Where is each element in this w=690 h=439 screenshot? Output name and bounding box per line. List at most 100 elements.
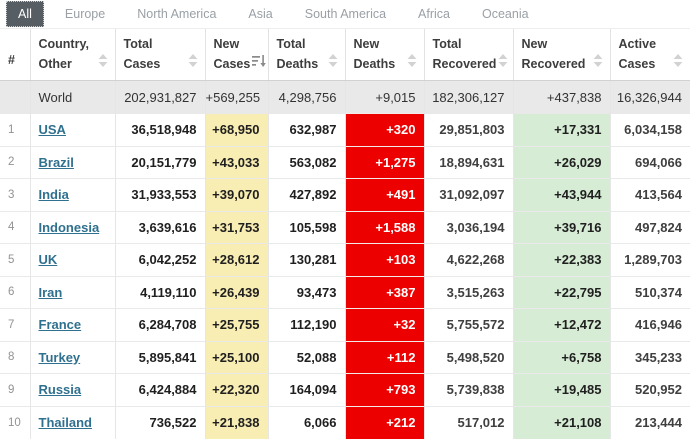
column-header-new-cases[interactable]: New Cases bbox=[204, 28, 268, 81]
country-link[interactable]: France bbox=[38, 317, 82, 333]
total-deaths-value: 52,088 bbox=[296, 349, 337, 365]
cell-active-cases: 345,233 bbox=[609, 340, 690, 374]
cell-new-cases: +25,100 bbox=[204, 340, 268, 374]
new-cases-value: +22,320 bbox=[212, 382, 260, 398]
new-cases-value: +39,070 bbox=[212, 187, 260, 203]
column-header-new-deaths[interactable]: New Deaths bbox=[344, 28, 424, 81]
cell-total-recovered: 5,755,572 bbox=[423, 308, 513, 341]
tab-oceania[interactable]: Oceania bbox=[482, 7, 529, 21]
cell-total-cases: 4,119,110 bbox=[114, 275, 205, 309]
new-recovered-value: +437,838 bbox=[546, 89, 602, 105]
column-header-total-recovered[interactable]: Total Recovered bbox=[423, 28, 513, 81]
cell-new-cases: +25,755 bbox=[204, 308, 268, 341]
cell-new-deaths: +9,015 bbox=[344, 80, 424, 114]
country-link[interactable]: UK bbox=[38, 252, 58, 268]
header-label-line: Cases bbox=[213, 56, 251, 71]
total-deaths-value: 632,987 bbox=[289, 122, 337, 138]
tab-africa[interactable]: Africa bbox=[418, 7, 450, 21]
column-header-country[interactable]: Country, Other bbox=[29, 28, 115, 81]
new-deaths-value: +32 bbox=[393, 317, 416, 333]
sort-toggle-icon[interactable] bbox=[98, 53, 108, 74]
cell-total-deaths: 6,066 bbox=[267, 405, 345, 439]
country-link[interactable]: Iran bbox=[38, 284, 63, 300]
country-link[interactable]: USA bbox=[38, 122, 66, 138]
column-header-new-recovered[interactable]: New Recovered bbox=[512, 28, 610, 81]
cell-rank: 5 bbox=[0, 243, 30, 276]
rank-value: 10 bbox=[8, 416, 21, 429]
total-cases-value: 736,522 bbox=[149, 415, 197, 430]
cell-total-cases: 6,042,252 bbox=[114, 243, 205, 276]
cell-country: Russia bbox=[29, 373, 115, 406]
cell-active-cases: 16,326,944 bbox=[609, 80, 690, 114]
cell-active-cases: 6,034,158 bbox=[609, 113, 690, 146]
sort-toggle-icon[interactable] bbox=[498, 53, 508, 74]
column-header-total-cases[interactable]: Total Cases bbox=[114, 28, 205, 81]
cell-new-cases: +569,255 bbox=[204, 80, 268, 114]
active-cases-value: 413,564 bbox=[635, 187, 682, 203]
new-cases-value: +25,755 bbox=[212, 317, 260, 333]
cell-total-recovered: 182,306,127 bbox=[423, 80, 513, 114]
column-header-active-cases[interactable]: Active Cases bbox=[609, 28, 690, 81]
column-header-total-deaths[interactable]: Total Deaths bbox=[267, 28, 345, 81]
cell-new-deaths: +103 bbox=[344, 243, 424, 276]
country-link[interactable]: India bbox=[38, 187, 69, 203]
cell-new-cases: +28,612 bbox=[204, 243, 268, 276]
country-link[interactable]: Indonesia bbox=[38, 219, 100, 235]
header-label-line: Total bbox=[276, 37, 306, 52]
header-label: New Deaths bbox=[354, 35, 396, 74]
rank-value: 7 bbox=[8, 318, 15, 331]
cell-new-deaths: +793 bbox=[344, 373, 424, 406]
sort-toggle-icon[interactable] bbox=[593, 53, 603, 74]
country-link[interactable]: Turkey bbox=[38, 349, 81, 365]
header-label-line bbox=[8, 39, 15, 52]
sort-toggle-icon[interactable] bbox=[188, 53, 198, 74]
cell-new-deaths: +1,588 bbox=[344, 210, 424, 244]
cell-active-cases: 213,444 bbox=[609, 405, 690, 439]
tab-all[interactable]: All bbox=[6, 1, 44, 27]
cell-rank bbox=[0, 80, 30, 114]
cell-total-deaths: 427,892 bbox=[267, 178, 345, 211]
cell-new-recovered: +43,944 bbox=[512, 178, 610, 211]
header-label: New Cases bbox=[214, 35, 251, 74]
cell-total-recovered: 5,739,838 bbox=[423, 373, 513, 406]
new-deaths-value: +212 bbox=[386, 415, 416, 430]
total-cases-value: 20,151,779 bbox=[131, 154, 197, 170]
table-header: # Country, Other Total Cases New Cases Total Dea… bbox=[0, 28, 690, 81]
tab-north-america[interactable]: North America bbox=[137, 7, 217, 21]
active-cases-value: 16,326,944 bbox=[616, 89, 682, 105]
cell-new-recovered: +39,716 bbox=[512, 210, 610, 244]
sort-toggle-icon[interactable] bbox=[328, 53, 338, 74]
country-link[interactable]: Brazil bbox=[38, 154, 74, 170]
new-cases-value: +21,838 bbox=[212, 415, 260, 430]
cell-total-recovered: 3,515,263 bbox=[423, 275, 513, 309]
new-recovered-value: +43,944 bbox=[554, 187, 602, 203]
cell-rank: 9 bbox=[0, 373, 30, 406]
header-label-line: New bbox=[521, 37, 548, 52]
cell-total-cases: 36,518,948 bbox=[114, 113, 205, 146]
sort-desc-active-icon[interactable] bbox=[252, 54, 267, 74]
sort-toggle-icon[interactable] bbox=[673, 53, 683, 74]
new-recovered-value: +26,029 bbox=[554, 154, 602, 170]
total-deaths-value: 164,094 bbox=[289, 382, 337, 398]
country-link[interactable]: Thailand bbox=[38, 415, 92, 430]
country-link[interactable]: Russia bbox=[38, 382, 82, 398]
tab-south-america[interactable]: South America bbox=[304, 7, 387, 21]
new-deaths-value: +387 bbox=[386, 284, 416, 300]
sort-toggle-icon[interactable] bbox=[407, 53, 417, 74]
cell-total-recovered: 3,036,194 bbox=[423, 210, 513, 244]
new-deaths-value: +320 bbox=[386, 122, 416, 138]
rank-value: 5 bbox=[8, 253, 15, 266]
total-recovered-value: 31,092,097 bbox=[439, 187, 505, 203]
cell-new-deaths: +32 bbox=[344, 308, 424, 341]
cell-total-recovered: 18,894,631 bbox=[423, 145, 513, 179]
cell-active-cases: 1,289,703 bbox=[609, 243, 690, 276]
tab-europe[interactable]: Europe bbox=[64, 7, 106, 21]
new-deaths-value: +112 bbox=[386, 349, 416, 365]
total-cases-value: 31,933,553 bbox=[131, 187, 197, 203]
cell-total-deaths: 52,088 bbox=[267, 340, 345, 374]
cell-total-cases: 6,424,884 bbox=[114, 373, 205, 406]
new-cases-value: +68,950 bbox=[212, 122, 260, 138]
cell-rank: 10 bbox=[0, 405, 30, 439]
tab-asia[interactable]: Asia bbox=[248, 7, 273, 21]
